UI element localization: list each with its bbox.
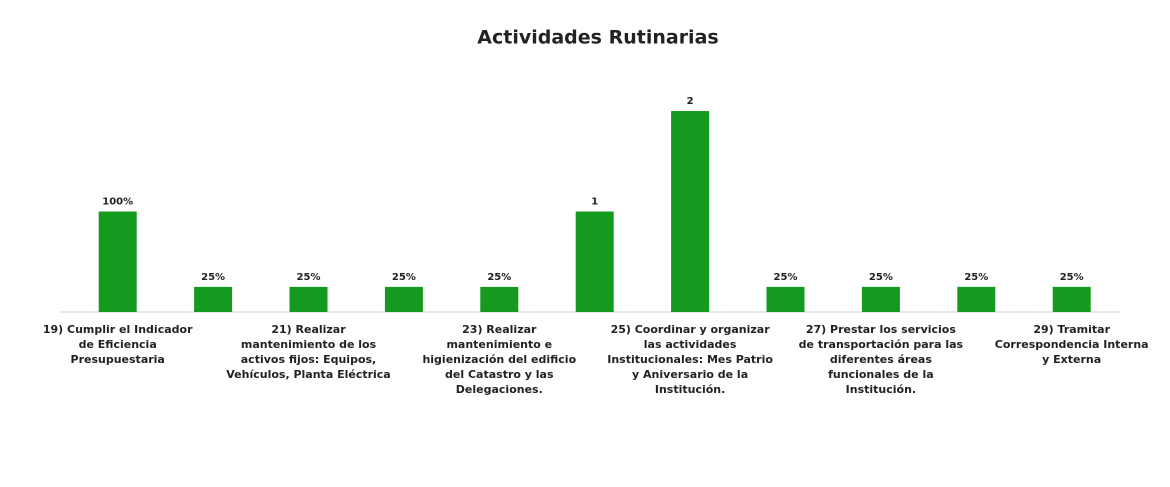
x-tick-label: 29) Tramitar Correspondencia Interna y E… (994, 323, 1149, 366)
bar (671, 111, 710, 312)
x-tick-label: 25) Coordinar y organizar las actividade… (607, 323, 773, 396)
x-tick-label: 19) Cumplir el Indicador de Eficiencia P… (42, 323, 193, 366)
bar (575, 211, 614, 312)
bar (289, 286, 328, 312)
data-label: 25% (201, 272, 225, 283)
data-label: 25% (487, 272, 511, 283)
bar (480, 286, 519, 312)
x-tick-label: 27) Prestar los servicios de transportac… (798, 323, 964, 396)
chart-title: Actividades Rutinarias (477, 27, 718, 49)
bar (384, 286, 423, 312)
bar (98, 211, 137, 312)
x-tick-label: 23) Realizar mantenimiento e higienizaci… (422, 323, 577, 396)
data-label: 25% (1060, 272, 1084, 283)
data-label: 25% (297, 272, 321, 283)
data-label: 1 (591, 197, 598, 208)
data-label: 2 (687, 96, 694, 107)
data-label: 25% (392, 272, 416, 283)
data-label: 100% (102, 197, 133, 208)
bar (861, 286, 900, 312)
bar (957, 286, 996, 312)
data-label: 25% (964, 272, 988, 283)
bar (1052, 286, 1091, 312)
data-label: 25% (869, 272, 893, 283)
bar (766, 286, 805, 312)
x-tick-label: 21) Realizar mantenimiento de los activo… (226, 323, 391, 381)
bar (194, 286, 233, 312)
data-label: 25% (774, 272, 798, 283)
